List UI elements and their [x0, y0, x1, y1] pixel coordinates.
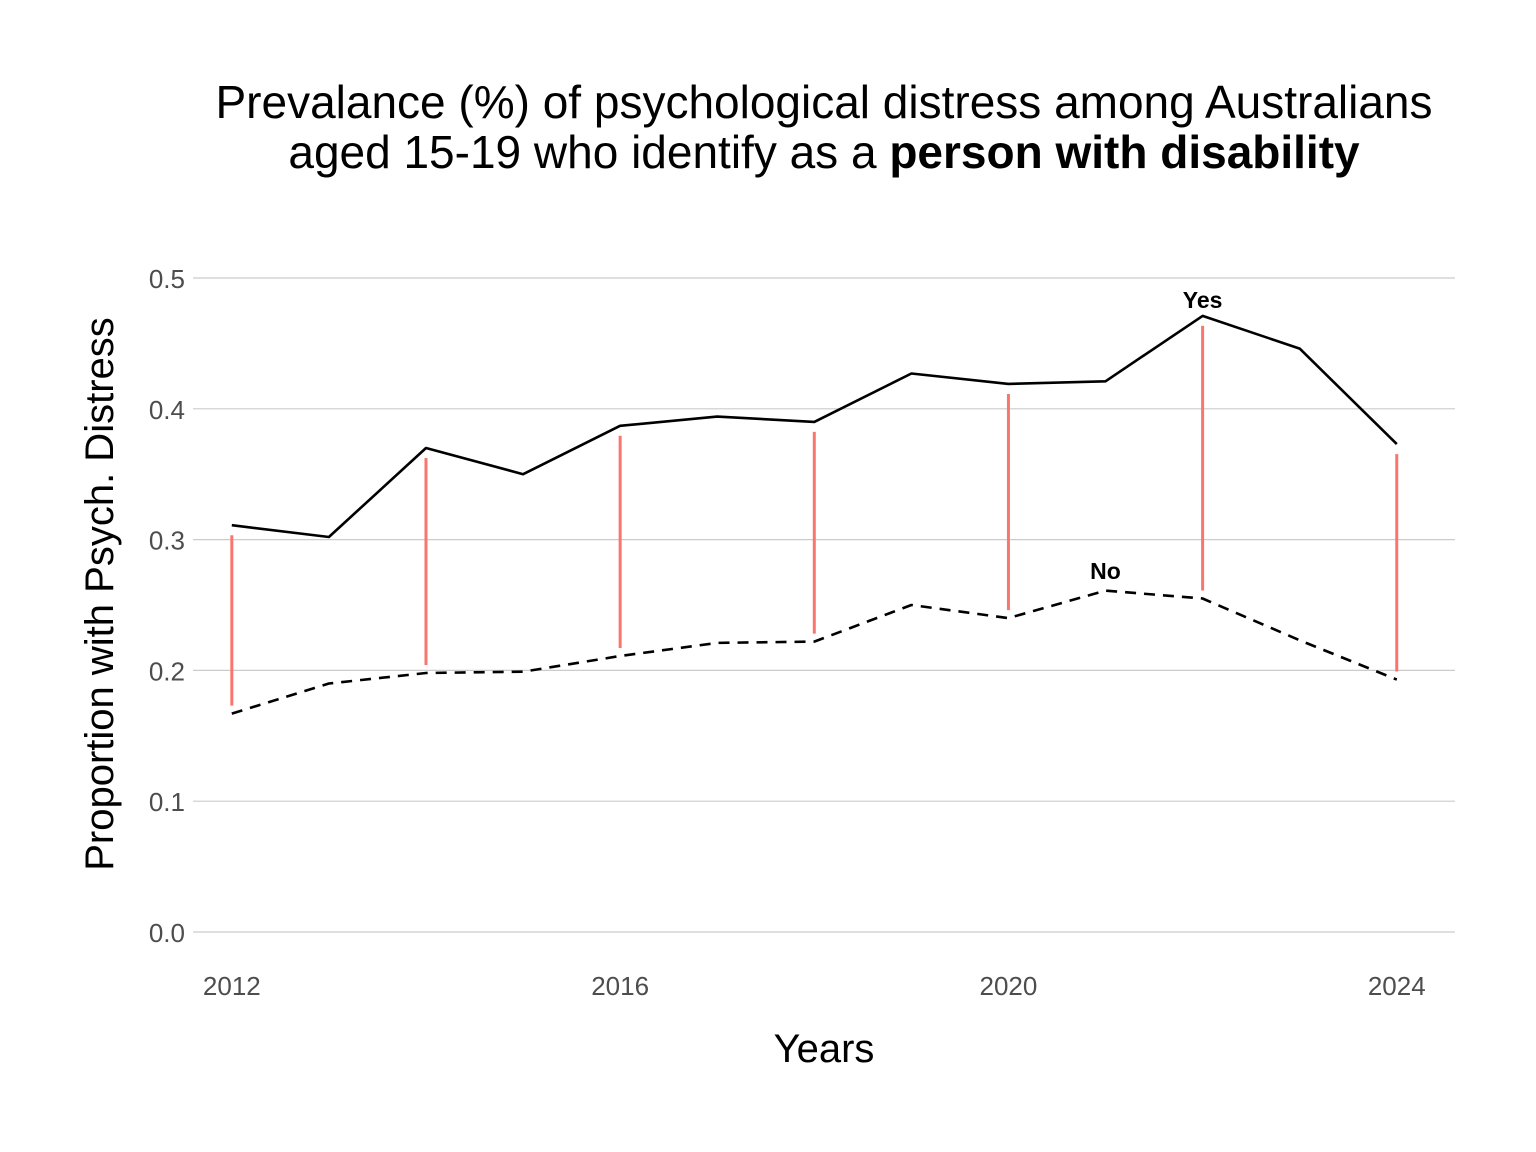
y-tick-label: 0.5	[149, 264, 185, 294]
y-axis-tick-labels: 0.0 0.1 0.2 0.3 0.4 0.5	[149, 264, 185, 948]
y-axis-title: Proportion with Psych. Distress	[78, 317, 122, 871]
series-label-no: No	[1090, 558, 1121, 584]
x-tick-label: 2024	[1368, 971, 1426, 1001]
series-line-no	[231, 589, 1398, 715]
series-label-yes: Yes	[1183, 287, 1223, 313]
x-axis-title: Years	[774, 1027, 875, 1071]
x-axis-tick-labels: 2012 2016 2020 2024	[203, 971, 1426, 1001]
y-tick-label: 0.2	[149, 656, 185, 686]
chart-title-line-1: Prevalance (%) of psychological distress…	[215, 76, 1432, 128]
chart-title-line-2-bold: person with disability	[889, 126, 1360, 178]
y-tick-label: 0.3	[149, 526, 185, 556]
gap-segments	[230, 325, 1399, 706]
series-line-yes	[231, 314, 1398, 539]
chart-title-line-2-regular: aged 15-19 who identify as a	[288, 126, 889, 178]
x-tick-label: 2016	[591, 971, 649, 1001]
y-tick-label: 0.1	[149, 787, 185, 817]
y-tick-label: 0.4	[149, 395, 185, 425]
y-tick-label: 0.0	[149, 918, 185, 948]
grid-lines	[193, 277, 1455, 933]
series-annotations: Yes No	[1090, 287, 1222, 584]
x-tick-label: 2012	[203, 971, 261, 1001]
x-tick-label: 2020	[980, 971, 1038, 1001]
series-lines	[231, 314, 1398, 715]
chart-title-line-2: aged 15-19 who identify as a person with…	[288, 126, 1360, 178]
